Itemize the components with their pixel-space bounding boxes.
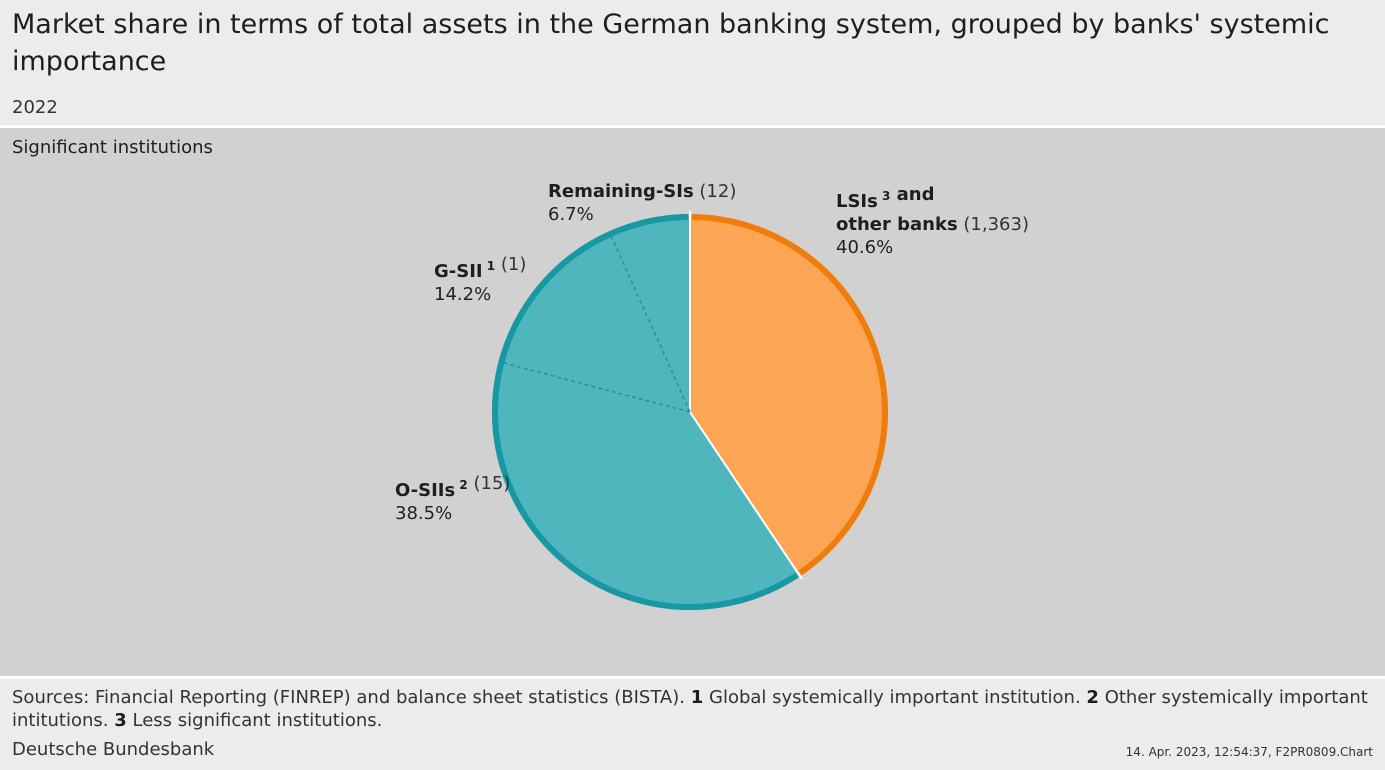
footnote-2-text: Other systemically important intitutions… <box>12 687 1368 731</box>
slice-value-o-siis: 38.5% <box>395 503 452 524</box>
chart-title: Market share in terms of total assets in… <box>12 9 1330 77</box>
divider <box>0 676 1385 679</box>
footnote-1-number: 1 <box>690 687 704 708</box>
slice-value-lsis: 40.6% <box>836 237 893 258</box>
slice-divider-line <box>498 360 691 413</box>
organization-name: Deutsche Bundesbank <box>12 739 215 760</box>
footnote-3-number: 3 <box>114 710 127 731</box>
slice-label-lsis-line2: other banks (1,363) <box>836 214 1029 235</box>
pie-slice-lsis <box>690 214 888 577</box>
slice-value-remaining-sis: 6.7% <box>548 204 594 225</box>
sources-note: Sources: Financial Reporting (FINREP) an… <box>12 686 1377 732</box>
footnote-2-number: 2 <box>1086 687 1099 708</box>
slice-label-o-siis: O-SIIs 2 (15) <box>395 473 510 501</box>
pie-slice-remaining-sis <box>609 214 690 412</box>
slice-label-remaining-sis: Remaining-SIs (12) <box>548 181 736 202</box>
si-outer-border <box>492 214 799 610</box>
slice-label-lsis: LSIs 3 and <box>836 184 935 212</box>
footnote-3-text: Less significant institutions. <box>132 710 383 731</box>
timestamp: 14. Apr. 2023, 12:54:37, F2PR0809.Chart <box>1125 745 1373 759</box>
sources-text: Sources: Financial Reporting (FINREP) an… <box>12 687 685 708</box>
chart-subtitle: 2022 <box>12 97 58 118</box>
pie-slice-o-siis <box>491 361 801 611</box>
panel-title: Significant institutions <box>12 137 213 158</box>
slice-value-g-sii: 14.2% <box>434 284 491 305</box>
slice-divider-line <box>608 230 691 413</box>
lsi-outer-border <box>692 214 888 576</box>
footnote-1-text: Global systemically important institutio… <box>709 687 1081 708</box>
slice-label-g-sii: G-SII 1 (1) <box>434 254 526 282</box>
group-separator-line <box>689 411 803 580</box>
divider <box>0 125 1385 128</box>
